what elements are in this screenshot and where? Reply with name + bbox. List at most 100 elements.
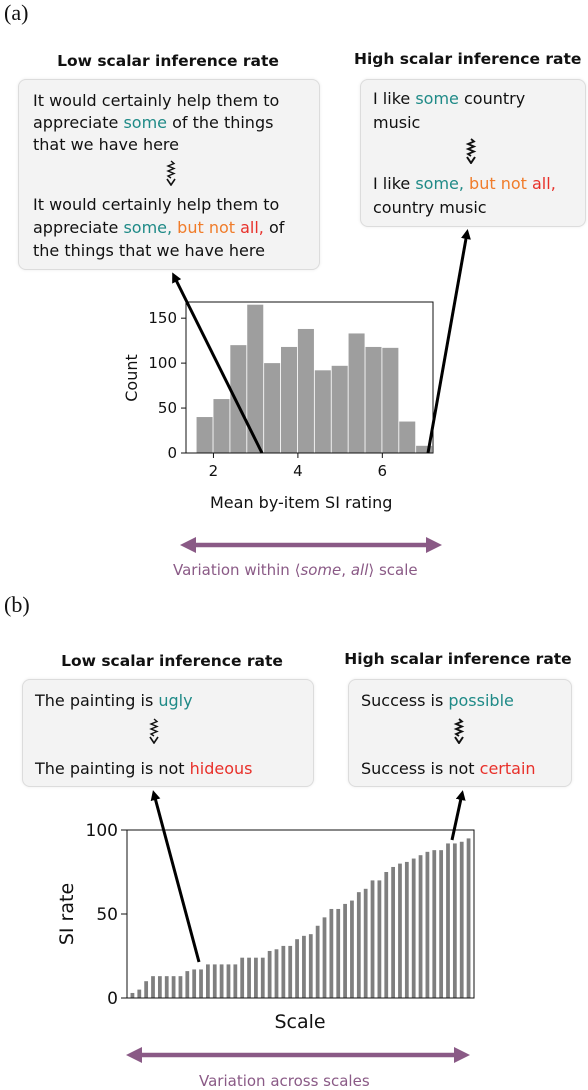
scale-bar — [343, 903, 347, 998]
y-tick-label: 150 — [148, 309, 177, 327]
scale-bar — [240, 957, 245, 998]
squiggle-arrow-icon — [465, 138, 477, 164]
scale-bar — [199, 969, 203, 998]
panel-a-high-title: High scalar inference rate — [354, 50, 582, 68]
y-tick-label: 100 — [86, 821, 118, 841]
y-tick-label: 0 — [167, 444, 177, 462]
chart-a-frame — [185, 301, 434, 454]
scale-bar — [356, 892, 361, 998]
scale-bar — [377, 880, 382, 998]
scale-bar — [254, 957, 258, 998]
scale-bar — [439, 850, 444, 998]
histogram-bar — [213, 399, 230, 453]
histogram-bar — [281, 346, 298, 453]
panel-b-high-title: High scalar inference rate — [344, 650, 572, 668]
scale-bar — [137, 989, 142, 998]
x-tick-label: 6 — [378, 462, 388, 480]
scale-bar — [459, 841, 464, 998]
chart-b-ylabel: SI rate — [56, 883, 78, 945]
low-a-line4: It would certainly help them to — [33, 195, 280, 214]
low-a-line5: appreciate some, but not all, of — [33, 218, 285, 237]
range-arrow-a — [180, 537, 442, 553]
histogram-bar — [196, 417, 213, 453]
scale-bar — [315, 925, 320, 998]
scale-bar — [185, 971, 190, 998]
y-tick-label: 100 — [148, 354, 177, 372]
high-a-line1: I like some country — [373, 89, 526, 108]
scale-bar — [226, 964, 231, 998]
scale-bar — [425, 851, 430, 998]
scale-bar — [192, 969, 197, 998]
squiggle-arrow-icon — [166, 160, 176, 186]
histogram-bar — [230, 345, 247, 453]
histogram-bar — [416, 445, 433, 453]
scale-bar — [260, 957, 265, 998]
scale-bar — [157, 976, 162, 998]
panel-b-label: (b) — [4, 592, 30, 617]
histogram-bar — [247, 304, 264, 453]
histogram-bar — [348, 333, 365, 453]
high-b-line1: Success is possible — [361, 691, 514, 710]
histogram-bar — [399, 421, 416, 453]
scale-bar — [336, 908, 341, 998]
pointer-arrow-high-b — [450, 790, 466, 841]
scale-bar — [274, 949, 279, 998]
panel-a-low-title: Low scalar inference rate — [57, 52, 279, 70]
scale-bar — [391, 866, 395, 998]
panel-b-caption: Variation across scales — [199, 1072, 370, 1090]
scale-bar — [130, 992, 135, 998]
pointer-arrow-high-a — [426, 229, 471, 454]
scale-bar — [281, 945, 286, 998]
x-tick-label: 4 — [293, 462, 303, 480]
panel-a-caption: Variation within ⟨some, all⟩ scale — [173, 561, 418, 579]
scale-bar — [295, 939, 299, 998]
scale-bar — [398, 863, 402, 998]
y-tick-label: 50 — [96, 905, 118, 925]
scale-bar — [452, 843, 457, 998]
scale-bar — [212, 964, 217, 998]
scale-bar — [308, 934, 313, 998]
histogram-bar — [297, 328, 314, 453]
chart-a-xlabel: Mean by-item SI rating — [210, 493, 392, 512]
scale-bar — [151, 976, 155, 998]
scale-bar — [302, 935, 306, 998]
histogram-bar — [365, 346, 382, 453]
panel-b-high-example-box: Success is possible Success is not certa… — [348, 679, 572, 787]
scale-bar — [411, 858, 416, 998]
scale-bar — [267, 950, 272, 998]
scale-bar — [350, 900, 354, 998]
scale-bar — [363, 888, 368, 998]
histogram-chart-a: 0 50 100 150 2 4 6 Mean by-item SI rating Cou… — [122, 229, 471, 512]
scale-bar — [247, 957, 251, 998]
panel-a-low-example-box: It would certainly help them to apprecia… — [18, 79, 320, 270]
scale-bar — [164, 976, 169, 998]
y-tick-label: 0 — [107, 989, 118, 1009]
x-tick-label: 2 — [209, 462, 219, 480]
histogram-bar — [382, 347, 399, 453]
panel-b-low-example-box: The painting is ugly The painting is not… — [22, 679, 314, 787]
scale-bar — [206, 964, 210, 998]
panel-a-label: (a) — [4, 0, 29, 25]
scale-bar — [418, 855, 423, 998]
chart-a-ylabel: Count — [122, 354, 141, 402]
histogram-bar — [264, 363, 281, 453]
high-b-line2: Success is not certain — [361, 759, 536, 778]
histogram-bar — [331, 365, 348, 453]
scale-bar — [404, 861, 409, 998]
low-a-line2: appreciate some of the things — [33, 113, 274, 132]
scale-bar — [446, 843, 450, 998]
scale-bar — [219, 964, 224, 998]
scale-bar — [329, 908, 334, 998]
y-tick-label: 50 — [158, 399, 177, 417]
scale-bar — [432, 850, 437, 998]
scale-bar — [322, 917, 327, 998]
low-a-line3: that we have here — [33, 135, 179, 154]
scale-bar — [144, 981, 149, 998]
scale-bar — [466, 838, 471, 998]
scale-bar — [384, 872, 389, 998]
scale-bar — [370, 880, 375, 998]
scale-bar — [171, 976, 176, 998]
pointer-arrow-low-a — [172, 272, 264, 454]
chart-b-xlabel: Scale — [274, 1011, 325, 1033]
